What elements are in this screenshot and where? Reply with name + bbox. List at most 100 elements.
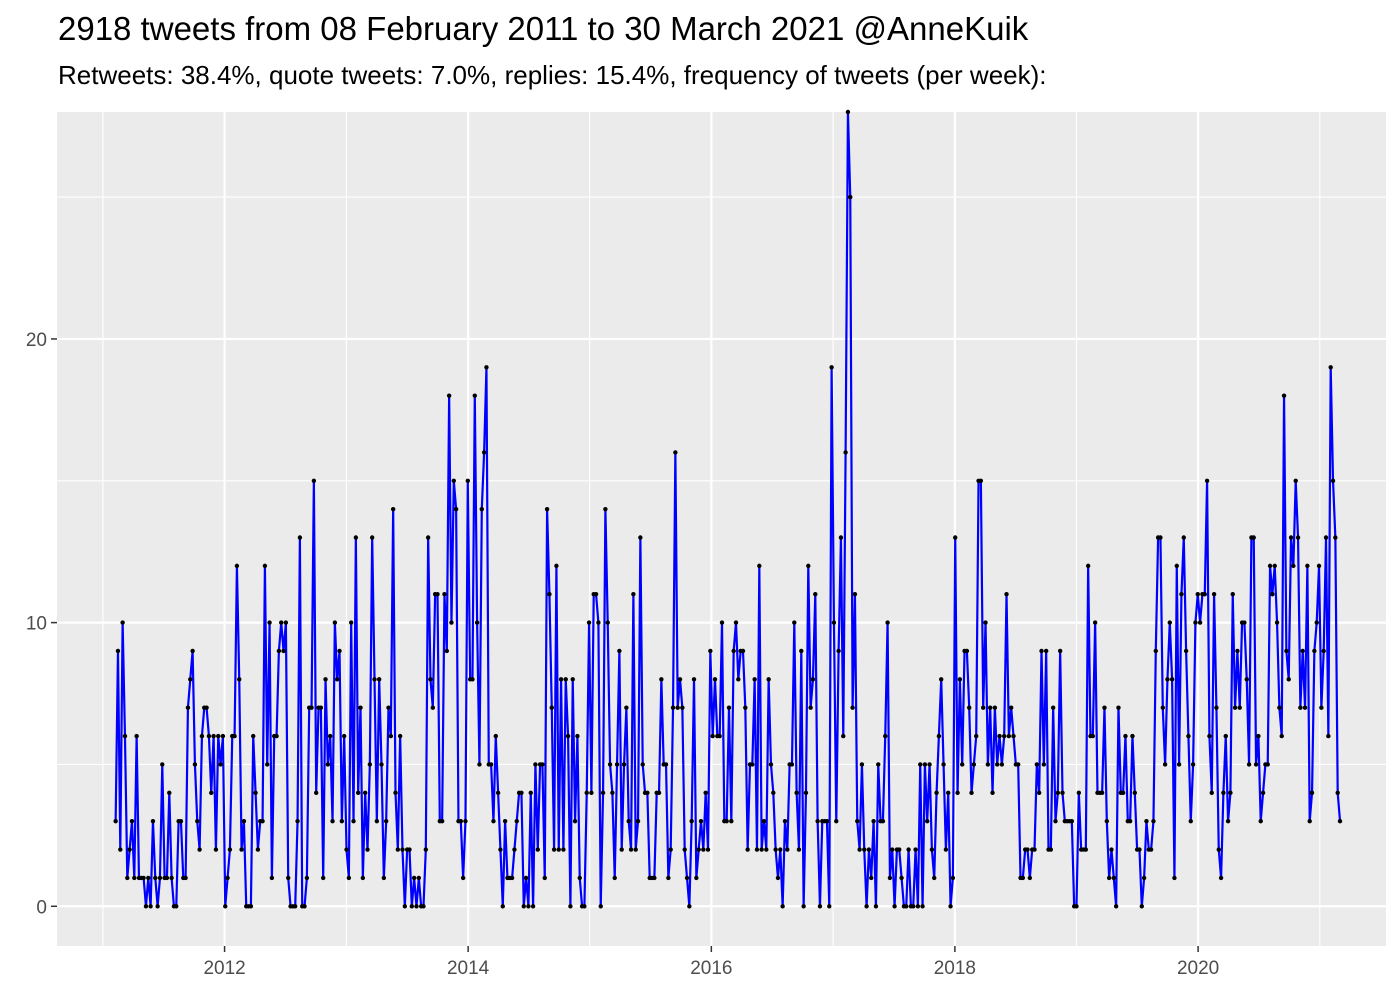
data-point xyxy=(845,109,851,115)
data-point xyxy=(570,677,575,682)
data-point xyxy=(1186,733,1191,739)
data-point xyxy=(127,847,132,852)
data-point xyxy=(185,705,191,710)
data-point xyxy=(451,478,456,483)
data-point xyxy=(638,535,643,540)
data-point xyxy=(992,705,998,710)
data-point xyxy=(502,818,508,824)
x-tick-label: 2020 xyxy=(1177,958,1219,979)
data-point xyxy=(223,904,228,909)
data-point xyxy=(880,818,886,824)
data-point xyxy=(458,818,463,824)
data-point xyxy=(689,818,694,824)
data-point xyxy=(1127,818,1133,824)
data-point xyxy=(1111,875,1117,881)
data-point xyxy=(612,875,617,881)
data-point xyxy=(253,790,258,796)
data-point xyxy=(983,620,988,625)
data-point xyxy=(1286,677,1291,682)
data-point xyxy=(565,733,571,739)
data-point xyxy=(1281,393,1287,398)
data-point xyxy=(871,818,876,824)
data-point xyxy=(344,847,349,852)
data-point xyxy=(633,847,638,852)
data-point xyxy=(1109,847,1114,852)
data-point xyxy=(369,535,375,540)
data-point xyxy=(967,705,972,710)
data-point xyxy=(416,875,422,881)
data-point xyxy=(472,393,477,398)
data-point xyxy=(614,762,620,767)
data-point xyxy=(726,705,732,710)
data-point xyxy=(423,847,429,852)
data-point xyxy=(806,563,811,569)
data-point xyxy=(512,847,517,852)
data-point xyxy=(852,592,858,597)
data-point xyxy=(946,790,951,796)
data-point xyxy=(409,904,415,909)
data-point xyxy=(724,818,729,824)
data-point xyxy=(1326,733,1331,739)
data-point xyxy=(773,847,778,852)
data-point xyxy=(453,506,459,512)
data-point xyxy=(1316,563,1322,569)
data-point xyxy=(710,733,715,739)
data-point xyxy=(1106,875,1112,881)
data-point xyxy=(449,620,454,625)
data-point xyxy=(990,790,995,796)
data-point xyxy=(948,904,953,909)
data-point xyxy=(1277,705,1282,710)
data-point xyxy=(1242,620,1247,625)
data-point xyxy=(120,620,125,625)
data-point xyxy=(1153,648,1158,654)
data-point xyxy=(134,733,139,739)
data-point xyxy=(957,677,963,682)
data-point xyxy=(220,733,226,739)
data-point xyxy=(1204,478,1210,483)
data-point xyxy=(167,790,172,796)
data-point xyxy=(701,847,706,852)
data-point xyxy=(533,762,538,767)
data-point xyxy=(1235,648,1240,654)
data-point xyxy=(743,705,748,710)
data-point xyxy=(360,875,366,881)
data-point xyxy=(841,733,846,739)
data-point xyxy=(204,705,209,710)
data-point xyxy=(1120,790,1126,796)
y-tick-label: 10 xyxy=(26,614,47,635)
data-point xyxy=(815,818,820,824)
data-point xyxy=(640,762,645,767)
data-point xyxy=(402,904,408,909)
data-point xyxy=(969,790,974,796)
data-point xyxy=(680,705,685,710)
data-point xyxy=(225,875,230,881)
data-point xyxy=(241,818,247,824)
data-point xyxy=(463,818,468,824)
data-point xyxy=(766,677,771,682)
data-point xyxy=(362,790,368,796)
data-point xyxy=(1230,592,1235,597)
data-point xyxy=(304,875,310,881)
data-point xyxy=(248,904,254,909)
data-point xyxy=(218,762,223,767)
data-point xyxy=(708,648,713,654)
data-point xyxy=(673,450,678,455)
data-point xyxy=(1270,592,1275,597)
data-point xyxy=(1330,478,1336,483)
data-point xyxy=(239,847,244,852)
data-point xyxy=(1321,648,1326,654)
data-point xyxy=(1102,705,1107,710)
data-point xyxy=(691,677,697,682)
data-point xyxy=(843,450,848,455)
data-point xyxy=(460,875,466,881)
data-point xyxy=(939,677,944,682)
data-point xyxy=(645,790,650,796)
data-point xyxy=(1190,762,1196,767)
data-point xyxy=(1265,762,1270,767)
data-point xyxy=(850,705,855,710)
data-point xyxy=(558,677,564,682)
data-point xyxy=(897,847,902,852)
data-point xyxy=(260,818,265,824)
data-point xyxy=(153,875,158,881)
data-point xyxy=(1218,875,1224,881)
